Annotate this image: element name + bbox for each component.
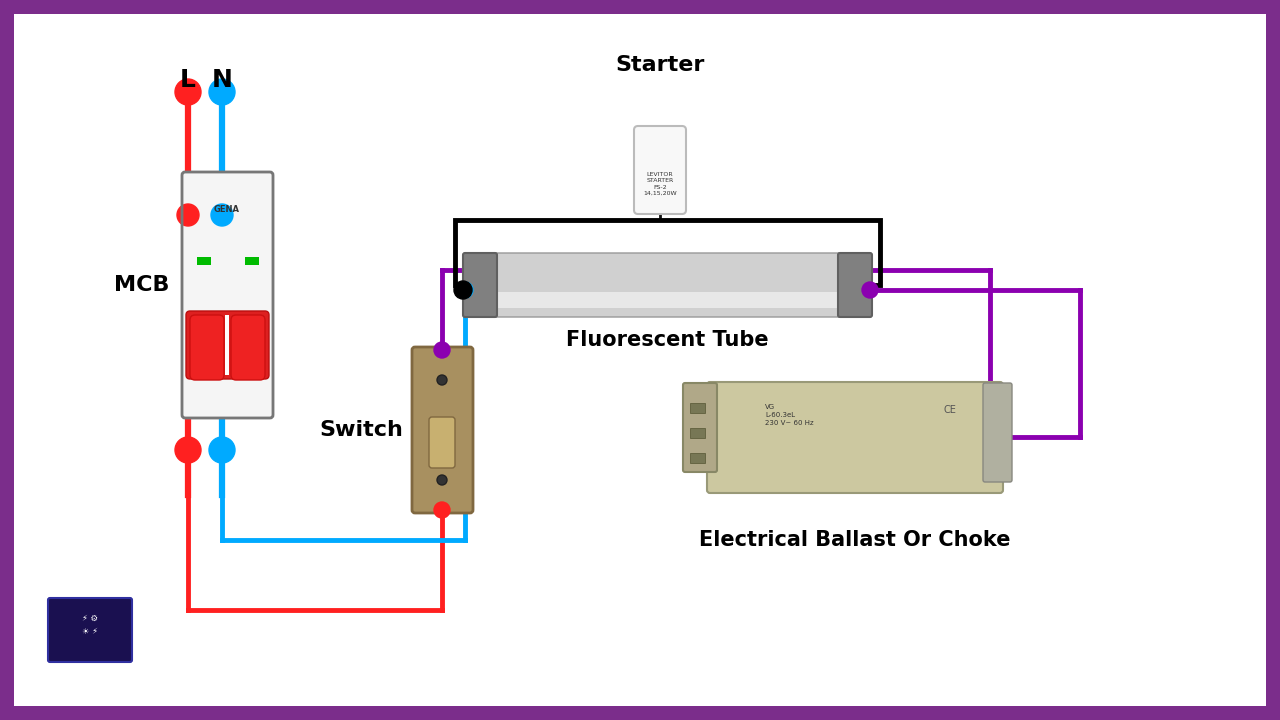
Circle shape bbox=[434, 342, 451, 358]
Text: Switch: Switch bbox=[319, 420, 403, 440]
Bar bbox=[197, 257, 211, 265]
Text: L: L bbox=[180, 68, 196, 92]
FancyBboxPatch shape bbox=[182, 172, 273, 418]
FancyBboxPatch shape bbox=[412, 347, 474, 513]
Text: MCB: MCB bbox=[114, 275, 170, 295]
Circle shape bbox=[436, 475, 447, 485]
Bar bbox=[690, 403, 705, 413]
Circle shape bbox=[175, 79, 201, 105]
Circle shape bbox=[861, 282, 878, 298]
Text: Starter: Starter bbox=[616, 55, 705, 75]
FancyBboxPatch shape bbox=[634, 126, 686, 214]
FancyBboxPatch shape bbox=[483, 253, 852, 317]
Circle shape bbox=[454, 281, 472, 299]
Text: CE: CE bbox=[943, 405, 956, 415]
Text: LEVITOR
STARTER
FS-2
14,15,20W: LEVITOR STARTER FS-2 14,15,20W bbox=[643, 172, 677, 196]
FancyBboxPatch shape bbox=[838, 253, 872, 317]
FancyBboxPatch shape bbox=[707, 382, 1004, 493]
Circle shape bbox=[436, 375, 447, 385]
Bar bbox=[188, 178, 227, 412]
Bar bbox=[690, 428, 705, 438]
Circle shape bbox=[457, 282, 474, 298]
Bar bbox=[454, 220, 881, 285]
FancyBboxPatch shape bbox=[983, 383, 1012, 482]
Bar bbox=[690, 453, 705, 463]
FancyBboxPatch shape bbox=[14, 14, 1266, 706]
Text: Fluorescent Tube: Fluorescent Tube bbox=[566, 330, 768, 350]
Circle shape bbox=[177, 204, 198, 226]
FancyBboxPatch shape bbox=[684, 383, 717, 472]
FancyBboxPatch shape bbox=[484, 292, 851, 308]
FancyBboxPatch shape bbox=[186, 311, 269, 379]
Bar bbox=[244, 257, 259, 265]
Bar bbox=[225, 315, 229, 375]
Circle shape bbox=[209, 79, 236, 105]
FancyBboxPatch shape bbox=[189, 315, 224, 380]
Text: N: N bbox=[211, 68, 233, 92]
FancyBboxPatch shape bbox=[49, 598, 132, 662]
FancyBboxPatch shape bbox=[463, 253, 497, 317]
Circle shape bbox=[211, 204, 233, 226]
FancyBboxPatch shape bbox=[230, 315, 265, 380]
Circle shape bbox=[175, 437, 201, 463]
Text: VG
L-60.3eL
230 V~ 60 Hz: VG L-60.3eL 230 V~ 60 Hz bbox=[765, 404, 814, 426]
Text: ⚡ ⚙
☀ ⚡: ⚡ ⚙ ☀ ⚡ bbox=[82, 614, 99, 636]
Circle shape bbox=[209, 437, 236, 463]
Text: Electrical Ballast Or Choke: Electrical Ballast Or Choke bbox=[699, 530, 1011, 550]
Circle shape bbox=[434, 502, 451, 518]
FancyBboxPatch shape bbox=[429, 417, 454, 468]
Text: GENA: GENA bbox=[214, 205, 241, 215]
